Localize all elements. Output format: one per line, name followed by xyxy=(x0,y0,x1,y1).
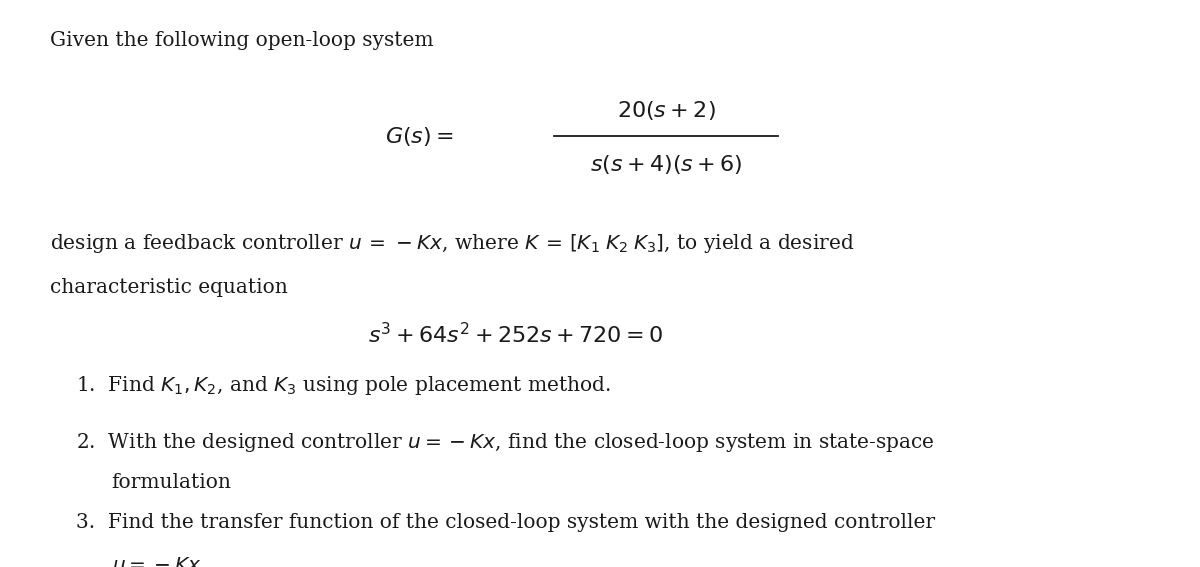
Text: $s^3 + 64s^2 + 252s + 720 = 0$: $s^3 + 64s^2 + 252s + 720 = 0$ xyxy=(368,323,664,348)
Text: $20(s+2)$: $20(s+2)$ xyxy=(617,99,715,122)
Text: formulation: formulation xyxy=(112,473,232,493)
Text: $G(s) =$: $G(s) =$ xyxy=(385,125,454,147)
Text: $u = -Kx$: $u = -Kx$ xyxy=(112,556,202,567)
Text: 3.  Find the transfer function of the closed-loop system with the designed contr: 3. Find the transfer function of the clo… xyxy=(76,513,935,532)
Text: design a feedback controller $u\,=\,-Kx$, where $K\,=\,[K_1\; K_2\; K_3]$, to yi: design a feedback controller $u\,=\,-Kx$… xyxy=(50,232,854,256)
Text: 1.  Find $K_1, K_2$, and $K_3$ using pole placement method.: 1. Find $K_1, K_2$, and $K_3$ using pole… xyxy=(76,374,611,397)
Text: 2.  With the designed controller $u = -Kx$, find the closed-loop system in state: 2. With the designed controller $u = -Kx… xyxy=(76,431,934,454)
Text: Given the following open-loop system: Given the following open-loop system xyxy=(50,31,434,50)
Text: $s(s+4)(s+6)$: $s(s+4)(s+6)$ xyxy=(589,153,743,176)
Text: characteristic equation: characteristic equation xyxy=(50,278,288,297)
